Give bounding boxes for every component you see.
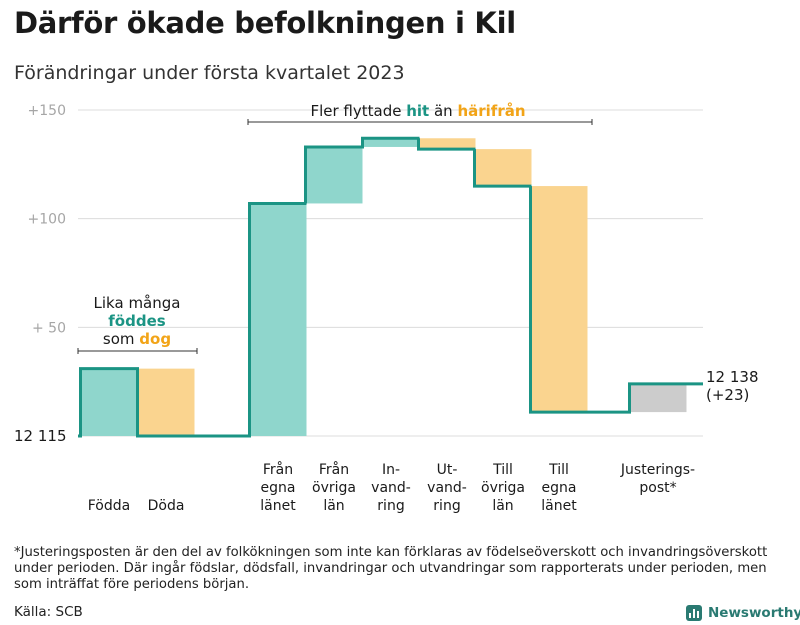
brand-logo: Newsworthy (686, 602, 800, 624)
annotation-births-line1: Lika många (94, 294, 181, 312)
waterfall-bar (137, 368, 195, 436)
x-category-label: Från egna länet (260, 461, 296, 514)
x-category-label: Ut-vand-ring (427, 462, 467, 514)
waterfall-bar (249, 203, 307, 436)
chart-title: Därför ökade befolkningen i Kil (14, 6, 516, 40)
x-category-label: Från övriga län (312, 461, 356, 514)
waterfall-bar (362, 138, 420, 147)
annotation-births-highlight: föddes (108, 312, 165, 330)
chart-subtitle: Förändringar under första kvartalet 2023 (14, 62, 405, 84)
x-category-label: Till egna länet (541, 462, 577, 514)
waterfall-bar (80, 368, 138, 436)
annotation-births-bracket (77, 348, 198, 354)
footnote: *Justeringsposten är den del av folkökni… (14, 545, 768, 592)
source-label: Källa: SCB (14, 604, 83, 620)
waterfall-chart: +150 +100 + 50 Födda Döda Från egna länet Från öv… (14, 102, 759, 514)
running-total-line (78, 136, 703, 438)
y-tick-label: +100 (28, 212, 66, 228)
x-category-label: Till övriga län (481, 462, 525, 514)
start-value-label: 12 115 (14, 427, 67, 445)
brand-name: Newsworthy (708, 605, 800, 621)
end-value-label: 12 138 (706, 368, 759, 386)
y-tick-label: + 50 (32, 320, 66, 336)
y-tick-label: +150 (28, 103, 66, 119)
end-change-label: (+23) (706, 386, 749, 404)
waterfall-bar (418, 138, 476, 150)
waterfall-bar (629, 383, 687, 413)
annotation-migration-bracket (247, 119, 593, 125)
bar-chart-icon (686, 605, 702, 621)
waterfall-bar (530, 186, 588, 413)
waterfall-bar (474, 149, 532, 187)
x-category-label: In-vand-ring (371, 462, 411, 514)
x-category-label: Döda (148, 498, 185, 514)
annotation-migration: Fler flyttade hit än härifrån (310, 102, 525, 120)
x-category-label: Justerings-post* (620, 462, 695, 496)
annotation-births-line3: som dog (103, 330, 171, 348)
x-category-label: Födda (88, 498, 130, 514)
waterfall-bar (305, 146, 363, 204)
